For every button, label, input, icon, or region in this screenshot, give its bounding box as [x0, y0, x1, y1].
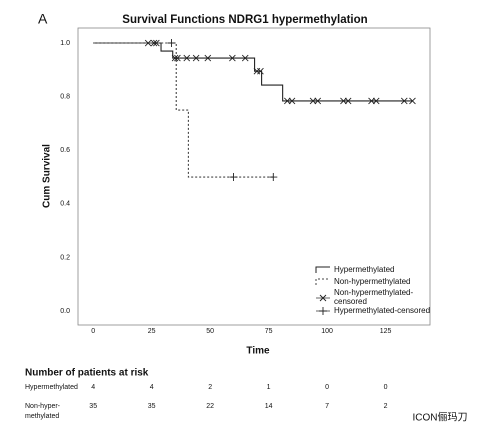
x-marker: [344, 97, 352, 105]
x-tick-label: 0: [91, 328, 95, 335]
x-marker: [257, 67, 264, 75]
legend-symbol: [319, 294, 327, 302]
risk-value: 35: [148, 403, 156, 410]
y-axis-label: Cum Survival: [42, 144, 53, 208]
watermark: ICON俪玛刀: [413, 411, 468, 424]
risk-value: 1: [267, 384, 271, 391]
x-marker: [372, 97, 380, 105]
risk-value: 2: [208, 384, 212, 391]
x-tick-label: 100: [321, 328, 333, 335]
x-marker: [288, 97, 296, 105]
legend-symbol: [315, 266, 330, 273]
survival-curve: [93, 42, 274, 178]
risk-row-label: methylated: [25, 413, 59, 420]
x-tick-label: 25: [148, 328, 156, 335]
legend-label: Hypermethylated-censored: [334, 306, 430, 315]
x-axis-label: Time: [246, 346, 270, 357]
y-tick-label: 0.0: [60, 308, 70, 315]
panel-label: A: [38, 11, 48, 27]
x-marker: [229, 54, 236, 62]
x-tick-label: 125: [380, 328, 392, 335]
risk-table-title: Number of patients at risk: [25, 368, 149, 379]
chart-title: Survival Functions NDRG1 hypermethylatio…: [122, 14, 367, 26]
x-marker: [204, 54, 212, 62]
x-marker: [183, 54, 191, 62]
plus-marker: [167, 39, 176, 48]
x-marker: [150, 39, 158, 47]
x-marker: [400, 97, 408, 105]
plus-marker: [269, 173, 278, 182]
x-marker: [409, 97, 416, 105]
x-marker: [314, 97, 322, 105]
survival-curve: [93, 42, 413, 102]
risk-value: 22: [206, 403, 214, 410]
legend-label: Hypermethylated: [334, 265, 394, 274]
x-tick-label: 50: [206, 328, 214, 335]
risk-row-label: Hypermethylated: [25, 384, 78, 391]
y-tick-label: 0.8: [60, 93, 70, 100]
x-marker: [309, 97, 317, 105]
x-marker: [144, 39, 152, 47]
x-marker: [241, 54, 249, 62]
risk-value: 0: [325, 384, 329, 391]
x-marker: [153, 39, 160, 47]
legend-symbol: [319, 307, 327, 315]
x-marker: [174, 54, 181, 62]
legend-symbol: [315, 278, 330, 285]
legend-label: Non-hypermethylated: [334, 277, 410, 286]
x-tick-label: 75: [265, 328, 273, 335]
x-marker: [192, 54, 200, 62]
risk-value: 14: [265, 403, 273, 410]
x-marker: [171, 54, 179, 62]
risk-value: 7: [325, 403, 329, 410]
risk-value: 4: [91, 384, 95, 391]
plot-frame: [77, 27, 431, 326]
legend-label: Non-hypermethylated-censored: [334, 288, 413, 306]
risk-row-label: Non-hyper-: [25, 403, 61, 410]
y-tick-label: 0.6: [60, 147, 70, 154]
y-tick-label: 1.0: [60, 40, 70, 47]
risk-value: 35: [89, 403, 97, 410]
risk-value: 2: [384, 403, 388, 410]
x-marker: [340, 97, 347, 105]
y-tick-label: 0.4: [60, 201, 70, 208]
y-tick-label: 0.2: [60, 254, 70, 261]
plus-marker: [229, 173, 238, 182]
x-marker: [368, 97, 375, 105]
risk-value: 4: [150, 384, 154, 391]
x-marker: [284, 97, 291, 105]
risk-value: 0: [384, 384, 388, 391]
